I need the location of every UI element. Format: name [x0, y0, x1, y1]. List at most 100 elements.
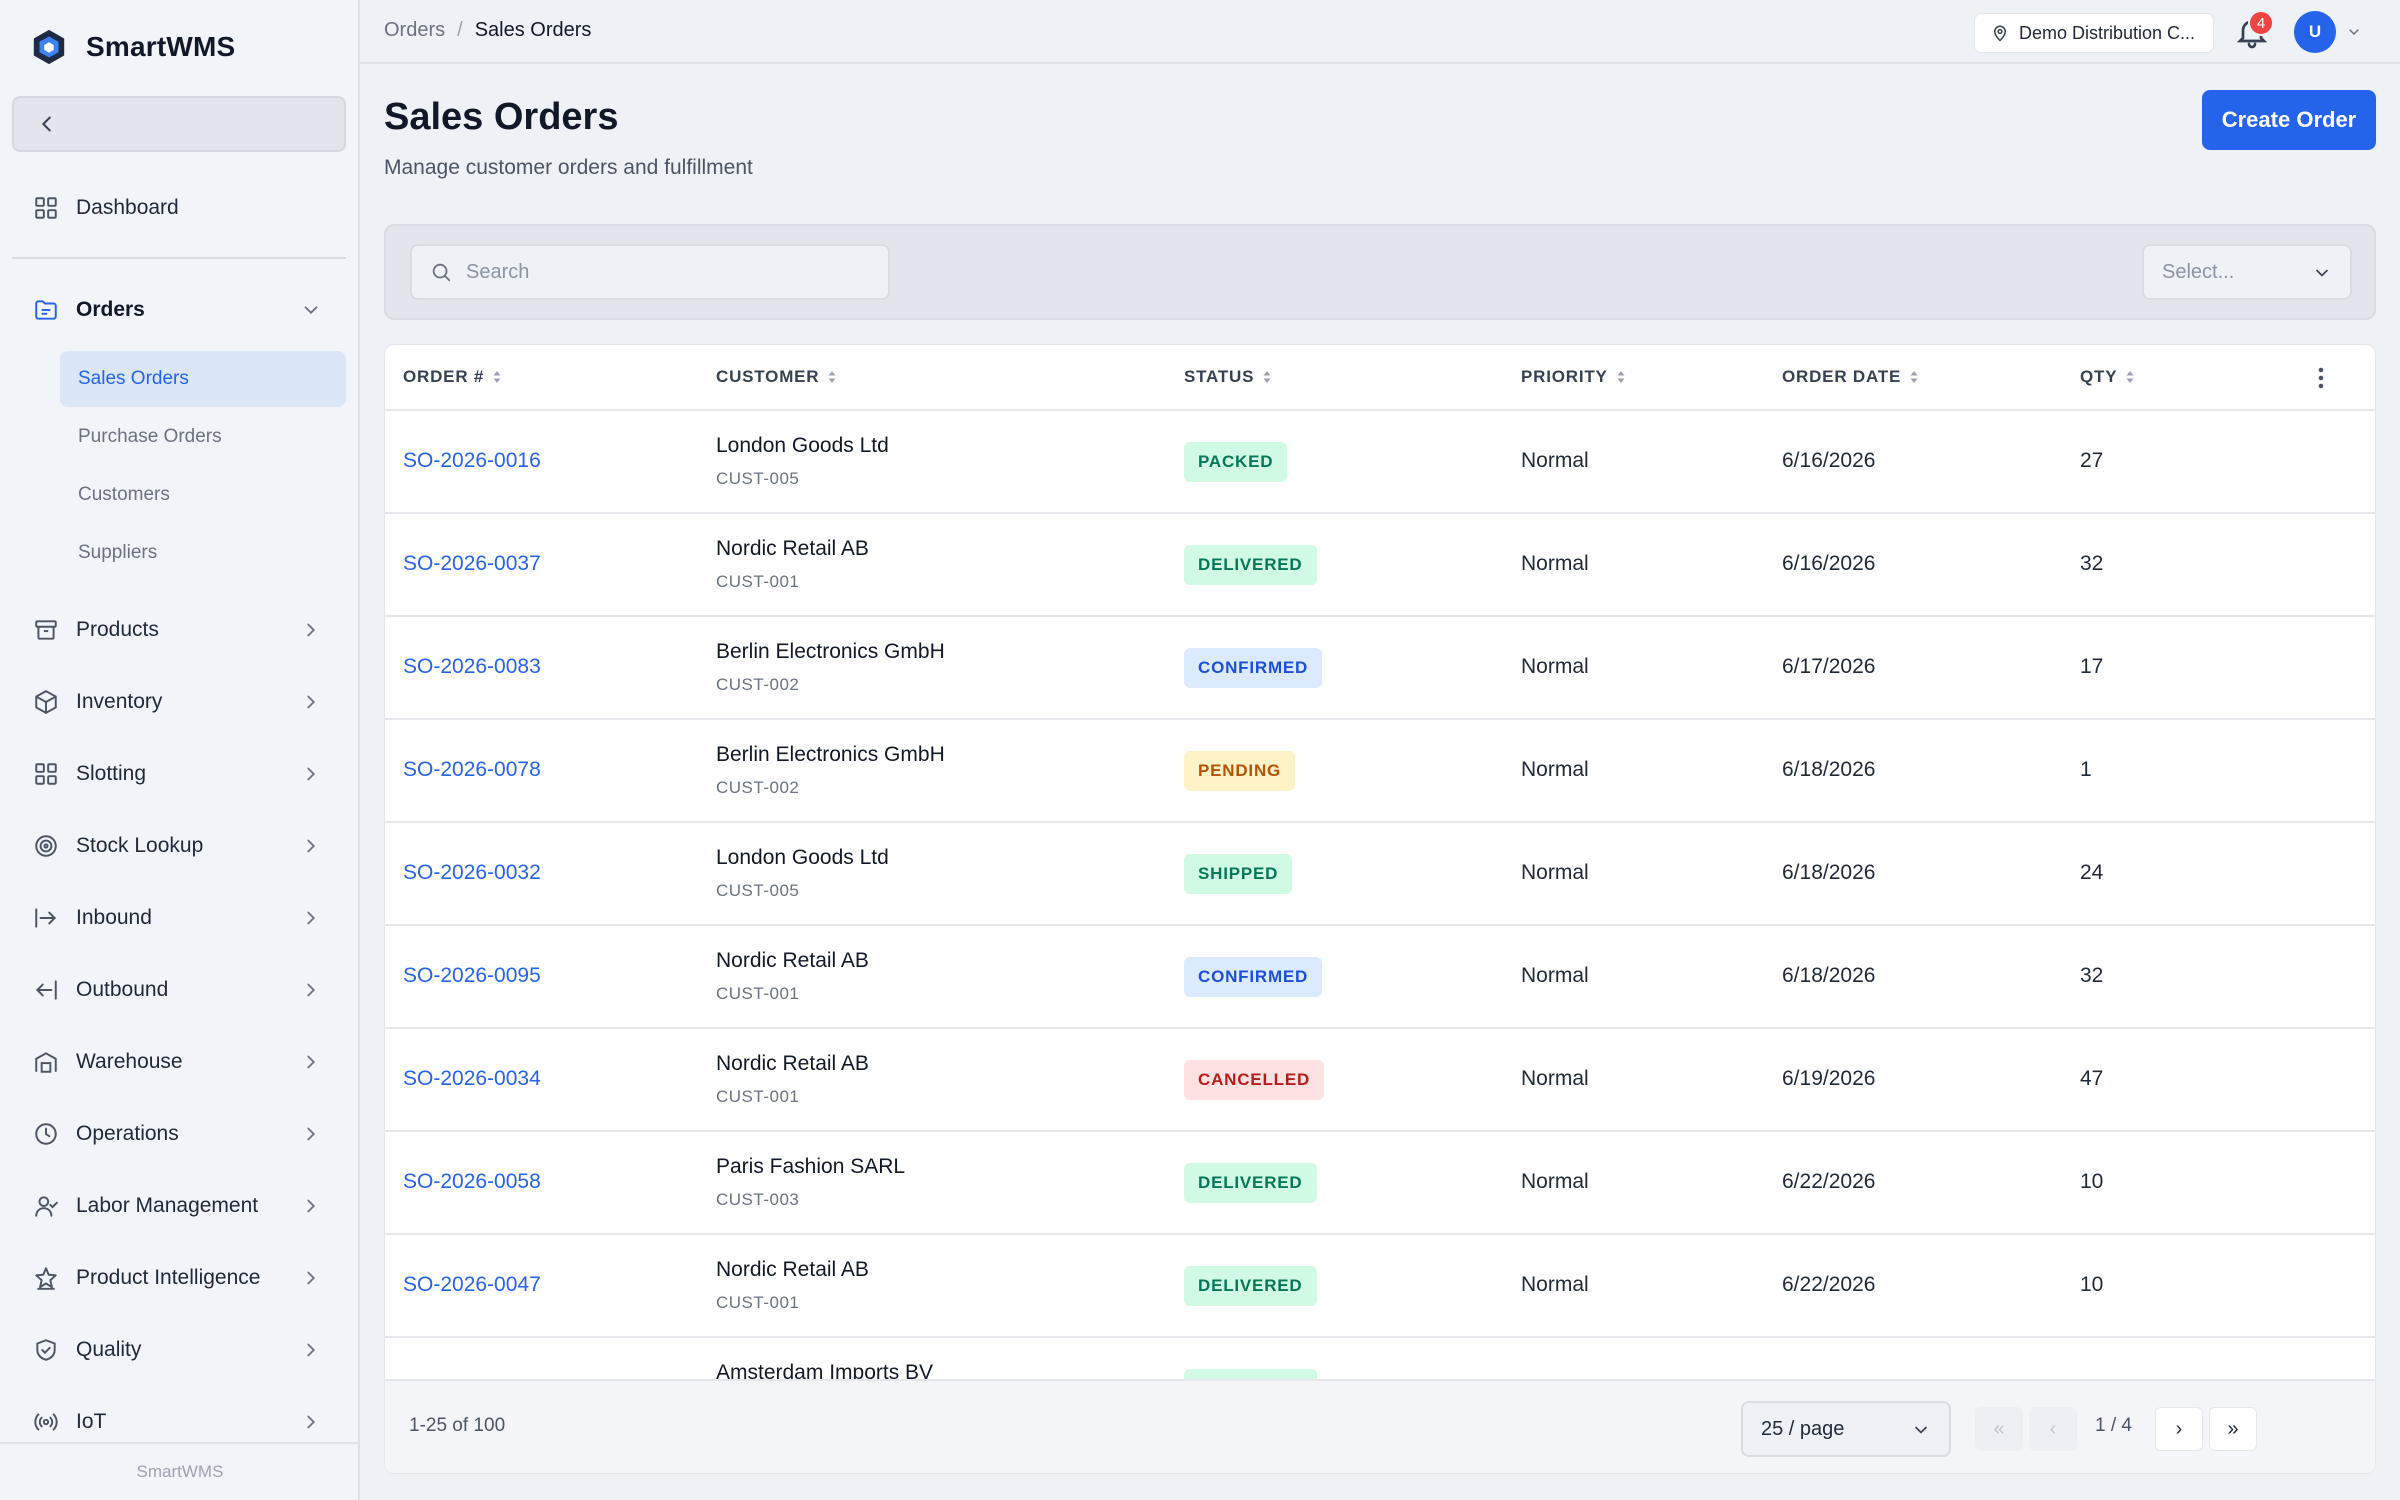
avatar[interactable]: U	[2294, 11, 2336, 53]
collapse-sidebar-button[interactable]	[12, 96, 346, 152]
table-footer: 1-25 of 100 25 / page « ‹ 1 / 4 › »	[385, 1379, 2375, 1473]
chevron-right-icon	[307, 623, 316, 637]
table-row[interactable]: SO-2026-0032 London Goods Ltd CUST-005 SHIP…	[385, 823, 2375, 926]
order-number-link[interactable]: SO-2026-0095	[403, 964, 541, 987]
order-date-cell: 6/22/2026	[1782, 1273, 1876, 1296]
order-date-cell: 6/18/2026	[1782, 964, 1876, 987]
create-order-button[interactable]: Create Order	[2202, 90, 2376, 150]
table-row[interactable]: SO-2026-0037 Nordic Retail AB CUST-001 DELI…	[385, 514, 2375, 617]
sidebar-item-warehouse[interactable]: Warehouse	[12, 1034, 346, 1090]
table-row[interactable]: SO-2026-0034 Nordic Retail AB CUST-001 CANC…	[385, 1029, 2375, 1132]
order-number-link[interactable]: SO-2026-0016	[403, 449, 541, 472]
priority-cell: Normal	[1521, 449, 1589, 472]
chevron-right-icon	[307, 983, 316, 997]
status-badge: DELIVERED	[1184, 545, 1317, 585]
sidebar-subitem-sales-orders[interactable]: Sales Orders	[60, 351, 346, 407]
table-body: SO-2026-0016 London Goods Ltd CUST-005 PACK…	[385, 411, 2375, 1447]
priority-cell: Normal	[1521, 964, 1589, 987]
order-number-link[interactable]: SO-2026-0047	[403, 1273, 541, 1296]
priority-cell: Normal	[1521, 655, 1589, 678]
sidebar-item-stock-lookup[interactable]: Stock Lookup	[12, 818, 346, 874]
status-badge: CANCELLED	[1184, 1060, 1325, 1100]
customer-name: Berlin Electronics GmbH	[716, 640, 945, 663]
shield-icon	[30, 1334, 62, 1366]
order-number-link[interactable]: SO-2026-0058	[403, 1170, 541, 1193]
order-number-link[interactable]: SO-2026-0083	[403, 655, 541, 678]
sidebar-divider	[12, 257, 346, 259]
sidebar-item-quality[interactable]: Quality	[12, 1322, 346, 1378]
table-row[interactable]: SO-2026-0095 Nordic Retail AB CUST-001 CONF…	[385, 926, 2375, 1029]
last-page-button[interactable]: »	[2209, 1407, 2257, 1451]
sidebar-item-inventory[interactable]: Inventory	[12, 674, 346, 730]
order-date-cell: 6/17/2026	[1782, 655, 1876, 678]
customer-name: Nordic Retail AB	[716, 1258, 869, 1281]
table-row[interactable]: SO-2026-0058 Paris Fashion SARL CUST-003 DE…	[385, 1132, 2375, 1235]
column-header-order-date[interactable]: ORDER DATE	[1782, 367, 1919, 387]
qty-cell: 17	[2080, 655, 2104, 678]
chevron-down-icon	[2316, 269, 2328, 277]
priority-cell: Normal	[1521, 552, 1589, 575]
brand-name: SmartWMS	[86, 31, 236, 62]
sidebar-item-products[interactable]: Products	[12, 602, 346, 658]
grid-icon	[30, 192, 62, 224]
sidebar: SmartWMS Dashboard Orders Sales Orders P…	[0, 0, 360, 1500]
first-page-button[interactable]: «	[1975, 1407, 2023, 1451]
chevron-down-icon[interactable]	[2346, 24, 2362, 40]
page-size-select[interactable]: 25 / page	[1741, 1401, 1951, 1457]
location-selector[interactable]: Demo Distribution C...	[1974, 13, 2214, 53]
column-header-order[interactable]: ORDER #	[403, 367, 502, 387]
sidebar-item-slotting[interactable]: Slotting	[12, 746, 346, 802]
sidebar-subitem-purchase-orders[interactable]: Purchase Orders	[78, 426, 222, 447]
order-number-link[interactable]: SO-2026-0034	[403, 1067, 541, 1090]
table-row[interactable]: SO-2026-0083 Berlin Electronics GmbH CUST-…	[385, 617, 2375, 720]
sidebar-item-iot[interactable]: IoT	[12, 1394, 346, 1450]
brand[interactable]: SmartWMS	[30, 27, 235, 67]
sidebar-item-label: Dashboard	[76, 196, 179, 219]
sidebar-subitem-suppliers[interactable]: Suppliers	[78, 542, 158, 563]
order-number-link[interactable]: SO-2026-0032	[403, 861, 541, 884]
status-badge: SHIPPED	[1184, 854, 1293, 894]
grid-icon	[30, 758, 62, 790]
order-number-link[interactable]: SO-2026-0078	[403, 758, 541, 781]
breadcrumb-orders[interactable]: Orders	[384, 19, 446, 41]
sidebar-item-inbound[interactable]: Inbound	[12, 890, 346, 946]
column-header-status[interactable]: STATUS	[1184, 367, 1272, 387]
order-number-link[interactable]: SO-2026-0037	[403, 552, 541, 575]
sidebar-item-product-intelligence[interactable]: Product Intelligence	[12, 1250, 346, 1306]
customer-name: Nordic Retail AB	[716, 949, 869, 972]
sidebar-item-outbound[interactable]: Outbound	[12, 962, 346, 1018]
more-vertical-icon[interactable]	[2311, 365, 2331, 391]
chevron-right-icon	[307, 1199, 316, 1213]
status-badge: CONFIRMED	[1184, 648, 1323, 688]
sort-icon	[1617, 371, 1625, 383]
table-row[interactable]: SO-2026-0047 Nordic Retail AB CUST-001 DELI…	[385, 1235, 2375, 1338]
prev-page-button[interactable]: ‹	[2029, 1407, 2077, 1451]
table-row[interactable]: SO-2026-0078 Berlin Electronics GmbH CUST-…	[385, 720, 2375, 823]
star-icon	[30, 1262, 62, 1294]
sidebar-item-orders[interactable]: Orders	[12, 282, 346, 338]
qty-cell: 32	[2080, 552, 2104, 575]
column-header-priority[interactable]: PRIORITY	[1521, 367, 1626, 387]
column-header-customer[interactable]: CUSTOMER	[716, 367, 837, 387]
next-page-button[interactable]: ›	[2155, 1407, 2203, 1451]
sidebar-subitem-customers[interactable]: Customers	[78, 484, 170, 505]
qty-cell: 32	[2080, 964, 2104, 987]
column-label: STATUS	[1184, 367, 1255, 386]
sidebar-item-dashboard[interactable]: Dashboard	[12, 180, 346, 236]
search-box[interactable]	[410, 244, 890, 300]
customer-id: CUST-005	[716, 881, 800, 900]
sidebar-item-operations[interactable]: Operations	[12, 1106, 346, 1162]
sidebar-item-label: Orders	[76, 298, 145, 321]
sidebar-item-labor-management[interactable]: Labor Management	[12, 1178, 346, 1234]
search-input[interactable]	[466, 260, 866, 284]
status-badge: DELIVERED	[1184, 1163, 1317, 1203]
page-title: Sales Orders	[384, 96, 619, 138]
table-row[interactable]: SO-2026-0016 London Goods Ltd CUST-005 PACK…	[385, 411, 2375, 514]
qty-cell: 10	[2080, 1170, 2104, 1193]
column-header-qty[interactable]: QTY	[2080, 367, 2135, 387]
filter-select[interactable]: Select...	[2142, 244, 2352, 300]
breadcrumb: Orders / Sales Orders	[384, 19, 591, 42]
qty-cell: 27	[2080, 449, 2104, 472]
clock-icon	[30, 1118, 62, 1150]
customer-name: London Goods Ltd	[716, 434, 889, 457]
